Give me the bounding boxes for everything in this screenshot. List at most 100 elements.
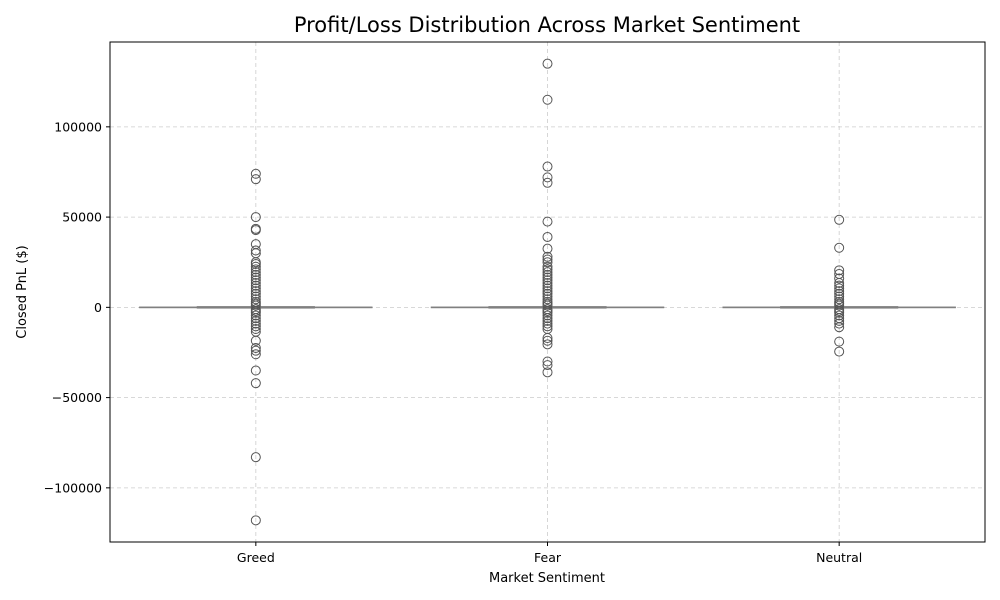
outlier-point bbox=[542, 257, 553, 268]
outlier-point bbox=[834, 283, 845, 294]
outlier-point bbox=[542, 275, 553, 286]
outlier-point bbox=[542, 94, 553, 105]
outlier-point bbox=[834, 336, 845, 347]
outlier-point bbox=[834, 318, 845, 329]
box-layer bbox=[139, 306, 956, 309]
outlier-point bbox=[250, 342, 261, 353]
outlier-point bbox=[542, 313, 553, 324]
outlier-point bbox=[542, 300, 553, 311]
outlier-point bbox=[542, 294, 553, 305]
outlier-point bbox=[834, 310, 845, 321]
outlier-point bbox=[250, 277, 261, 288]
outlier-point bbox=[834, 277, 845, 288]
outlier-point bbox=[250, 272, 261, 283]
outlier-point bbox=[250, 365, 261, 376]
x-axis-label: Market Sentiment bbox=[489, 571, 605, 586]
outlier-point bbox=[250, 335, 261, 346]
outlier-point bbox=[542, 286, 553, 297]
outlier-point bbox=[834, 315, 845, 326]
outlier-point bbox=[250, 307, 261, 318]
axis-layer: −100000 −50000 0 50000 100000 Greed Fear Neutra… bbox=[44, 119, 862, 565]
outlier-point bbox=[542, 177, 553, 188]
outlier-point bbox=[250, 286, 261, 297]
outlier-point bbox=[542, 288, 553, 299]
outlier-point bbox=[250, 452, 261, 463]
outlier-point bbox=[542, 335, 553, 346]
y-tick-label: 50000 bbox=[62, 210, 102, 225]
outlier-point bbox=[250, 288, 261, 299]
outlier-point bbox=[542, 315, 553, 326]
outlier-point bbox=[250, 283, 261, 294]
outlier-point bbox=[542, 231, 553, 242]
outlier-point bbox=[542, 310, 553, 321]
outlier-point bbox=[250, 345, 261, 356]
outlier-point bbox=[250, 261, 261, 272]
outlier-point bbox=[542, 216, 553, 227]
outlier-point bbox=[250, 324, 261, 335]
outlier-point bbox=[250, 313, 261, 324]
outlier-point bbox=[834, 242, 845, 253]
outlier-point bbox=[542, 269, 553, 280]
outlier-point bbox=[250, 349, 261, 360]
outlier-point bbox=[250, 315, 261, 326]
y-tick-label: 100000 bbox=[54, 119, 102, 134]
x-tick-label: Greed bbox=[237, 550, 275, 565]
y-axis-label: Closed PnL ($) bbox=[15, 245, 30, 338]
outlier-point bbox=[250, 310, 261, 321]
y-tick-label: −100000 bbox=[44, 480, 102, 495]
outlier-point bbox=[542, 307, 553, 318]
outlier-point bbox=[542, 161, 553, 172]
outlier-point bbox=[250, 378, 261, 389]
outlier-point bbox=[542, 283, 553, 294]
y-tick-label: 0 bbox=[94, 300, 102, 315]
outlier-point bbox=[834, 265, 845, 276]
outlier-point bbox=[834, 288, 845, 299]
outlier-point bbox=[834, 286, 845, 297]
outlier-point bbox=[542, 243, 553, 254]
outlier-point bbox=[542, 360, 553, 371]
outlier-point bbox=[834, 322, 845, 333]
outlier-point bbox=[542, 321, 553, 332]
x-tick-label: Neutral bbox=[816, 550, 862, 565]
outlier-point bbox=[542, 267, 553, 278]
outlier-point bbox=[542, 356, 553, 367]
outlier-point bbox=[250, 515, 261, 526]
outlier-point bbox=[834, 214, 845, 225]
outlier-point bbox=[250, 212, 261, 223]
outlier-point bbox=[250, 294, 261, 305]
outlier-point bbox=[250, 300, 261, 311]
outlier-point bbox=[542, 333, 553, 344]
x-tick-label: Fear bbox=[534, 550, 562, 565]
outlier-point bbox=[542, 261, 553, 272]
outlier-point bbox=[250, 321, 261, 332]
outlier-point bbox=[542, 251, 553, 262]
outlier-point bbox=[542, 280, 553, 291]
outlier-point bbox=[542, 277, 553, 288]
outlier-point bbox=[250, 318, 261, 329]
outlier-point bbox=[834, 273, 845, 284]
y-tick-label: −50000 bbox=[52, 390, 102, 405]
outlier-point bbox=[250, 280, 261, 291]
outlier-point bbox=[542, 318, 553, 329]
outlier-point bbox=[834, 300, 845, 311]
outlier-point bbox=[834, 294, 845, 305]
chart-title: Profit/Loss Distribution Across Market S… bbox=[294, 13, 800, 37]
outlier-point bbox=[250, 225, 261, 236]
outlier-point bbox=[250, 269, 261, 280]
outlier-point bbox=[834, 280, 845, 291]
outlier-point bbox=[542, 264, 553, 275]
outlier-point bbox=[250, 174, 261, 185]
outlier-point bbox=[542, 254, 553, 265]
outlier-point bbox=[542, 272, 553, 283]
outlier-point bbox=[834, 307, 845, 318]
outlier-point bbox=[250, 264, 261, 275]
outlier-layer bbox=[250, 58, 845, 526]
outlier-point bbox=[542, 367, 553, 378]
outlier-point bbox=[250, 245, 261, 256]
outlier-point bbox=[250, 275, 261, 286]
outlier-point bbox=[542, 58, 553, 69]
outlier-point bbox=[250, 259, 261, 270]
outlier-point bbox=[542, 339, 553, 350]
